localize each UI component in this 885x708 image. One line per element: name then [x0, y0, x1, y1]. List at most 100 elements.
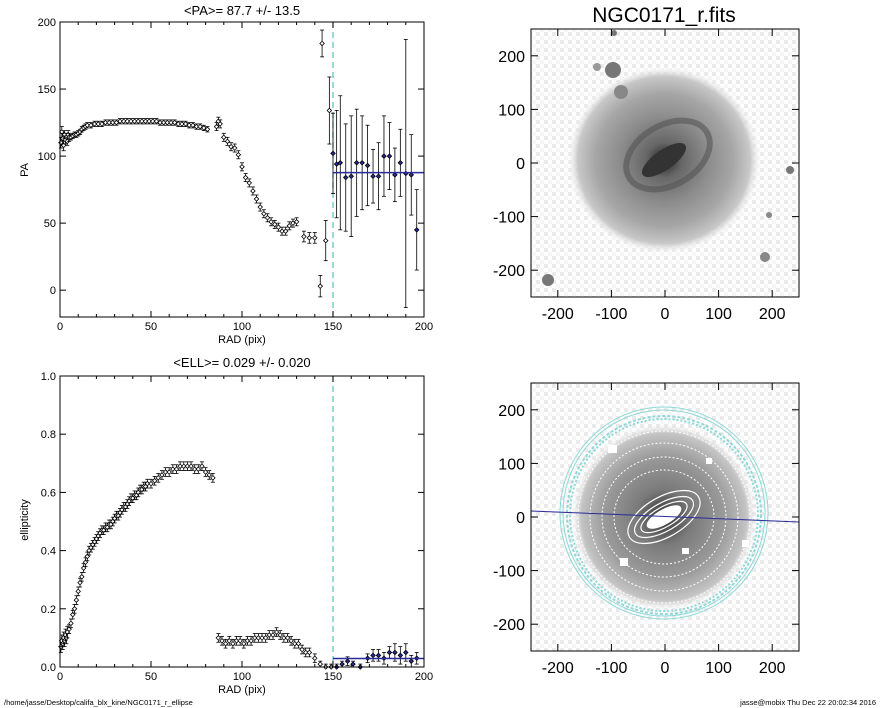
pa-data-point — [257, 202, 263, 212]
pa-data-point — [271, 220, 278, 229]
pa-data-point — [182, 120, 189, 127]
pa-y-tick-label: 100 — [38, 151, 56, 163]
pa-data-point — [120, 118, 127, 125]
pa-data-point — [348, 115, 354, 237]
ell-x-tick-label: 200 — [415, 671, 433, 683]
pa-data-point — [113, 119, 120, 126]
ell-data-point — [375, 649, 382, 662]
img-top-x-tick-label: 200 — [759, 306, 786, 323]
ell-data-point — [180, 461, 187, 471]
pa-data-point — [319, 29, 325, 58]
pa-data-point — [153, 118, 160, 125]
img-top-y-tick-label: -100 — [493, 210, 525, 227]
mask-3 — [742, 540, 749, 547]
ell-data-point — [148, 478, 154, 489]
pa-chart-title: <PA>= 87.7 +/- 13.5 — [184, 3, 300, 18]
pa-data-point — [381, 115, 387, 197]
pa-data-point — [197, 123, 203, 130]
pa-data-point — [217, 119, 223, 129]
ell-data-point — [312, 653, 318, 664]
pa-data-point — [131, 118, 138, 125]
img-top-y-tick-label: -200 — [493, 263, 525, 280]
ell-data-point — [219, 636, 225, 646]
ell-data-point — [317, 660, 324, 668]
ell-x-tick-label: 50 — [145, 671, 157, 683]
pa-data-point — [301, 230, 307, 243]
pa-data-point — [95, 120, 101, 127]
ell-data-point — [199, 461, 205, 471]
pa-y-tick-label: 0 — [50, 285, 56, 297]
pa-data-point — [157, 119, 163, 126]
pa-data-point — [102, 119, 109, 126]
pa-data-point — [88, 122, 94, 129]
ell-data-point — [177, 461, 183, 471]
ell-data-point — [262, 633, 269, 643]
pa-data-point — [370, 148, 376, 204]
ell-data-point — [222, 638, 229, 649]
img-top-y-tick-label: 100 — [498, 102, 525, 119]
img-top-y-tick-label: 0 — [516, 156, 525, 173]
ell-x-tick-label: 0 — [57, 671, 63, 683]
ell-data-point — [184, 461, 191, 471]
pa-data-point — [84, 122, 91, 129]
pa-data-point — [253, 194, 260, 204]
ell-data-point — [144, 478, 151, 489]
ell-x-tick-label: 150 — [324, 671, 342, 683]
pa-data-point — [164, 119, 171, 126]
pa-data-point — [290, 218, 296, 228]
img-bot-x-tick-label: 0 — [661, 660, 670, 677]
pa-data-point — [135, 118, 142, 125]
ell-y-tick-label: 0.8 — [41, 429, 56, 441]
img-bot-x-tick-label: -100 — [595, 660, 627, 677]
pa-data-point — [330, 112, 336, 195]
ell-data-point — [255, 633, 262, 643]
pa-x-axis-label: RAD (pix) — [218, 334, 266, 346]
pa-data-point — [326, 76, 333, 145]
pa-chart: <PA>= 87.7 +/- 13.5 0 50 100 150 200 0 50 100 15… — [19, 3, 433, 346]
ell-y-axis-label: ellipticity — [19, 499, 31, 541]
ell-data-point — [159, 470, 165, 480]
pa-data-point — [204, 126, 211, 133]
ell-data-point — [166, 467, 172, 477]
ell-data-point — [339, 660, 345, 668]
pa-data-point — [342, 123, 349, 232]
ell-data-point — [270, 630, 276, 640]
pa-data-point — [306, 232, 313, 244]
ell-y-tick-label: 0.6 — [41, 487, 56, 499]
galaxy-image-ellipses: -200 -100 0 100 200 200 100 0 -100 -200 — [493, 382, 800, 677]
ell-data-point — [66, 624, 72, 634]
pa-data-point — [160, 119, 167, 126]
img-bot-y-tick-label: 100 — [498, 456, 525, 473]
ell-data-point — [237, 636, 243, 646]
pa-data-point — [175, 120, 182, 127]
pa-data-point — [261, 209, 267, 219]
pa-data-point — [386, 122, 393, 191]
pa-data-point — [186, 122, 192, 129]
ell-data-point — [233, 636, 240, 646]
pa-data-point — [239, 162, 245, 172]
ell-data-point — [397, 646, 404, 665]
pa-data-point — [392, 147, 398, 203]
pa-data-point — [235, 150, 242, 160]
image-title: NGC0171_r.fits — [592, 4, 736, 27]
img-bot-y-tick-label: -100 — [493, 564, 525, 581]
img-top-x-tick-label: -100 — [595, 306, 627, 323]
ell-data-point — [215, 633, 222, 643]
ell-data-point — [408, 654, 415, 668]
galaxy-bar — [641, 142, 687, 178]
star-4 — [542, 274, 554, 286]
pa-data-point — [359, 115, 365, 211]
ell-x-tick-label: 100 — [233, 671, 251, 683]
pa-data-point — [279, 226, 285, 236]
mask-5 — [706, 458, 712, 464]
ell-data-point — [210, 473, 216, 483]
ell-data-point — [155, 473, 162, 483]
pa-data-point — [413, 189, 420, 271]
mask-1 — [620, 558, 628, 566]
ell-data-point — [266, 630, 273, 640]
pa-data-point — [106, 119, 112, 126]
star-6 — [786, 166, 794, 174]
ell-data-point — [173, 464, 180, 474]
pa-data-point — [268, 217, 274, 227]
pa-data-point — [110, 119, 116, 126]
